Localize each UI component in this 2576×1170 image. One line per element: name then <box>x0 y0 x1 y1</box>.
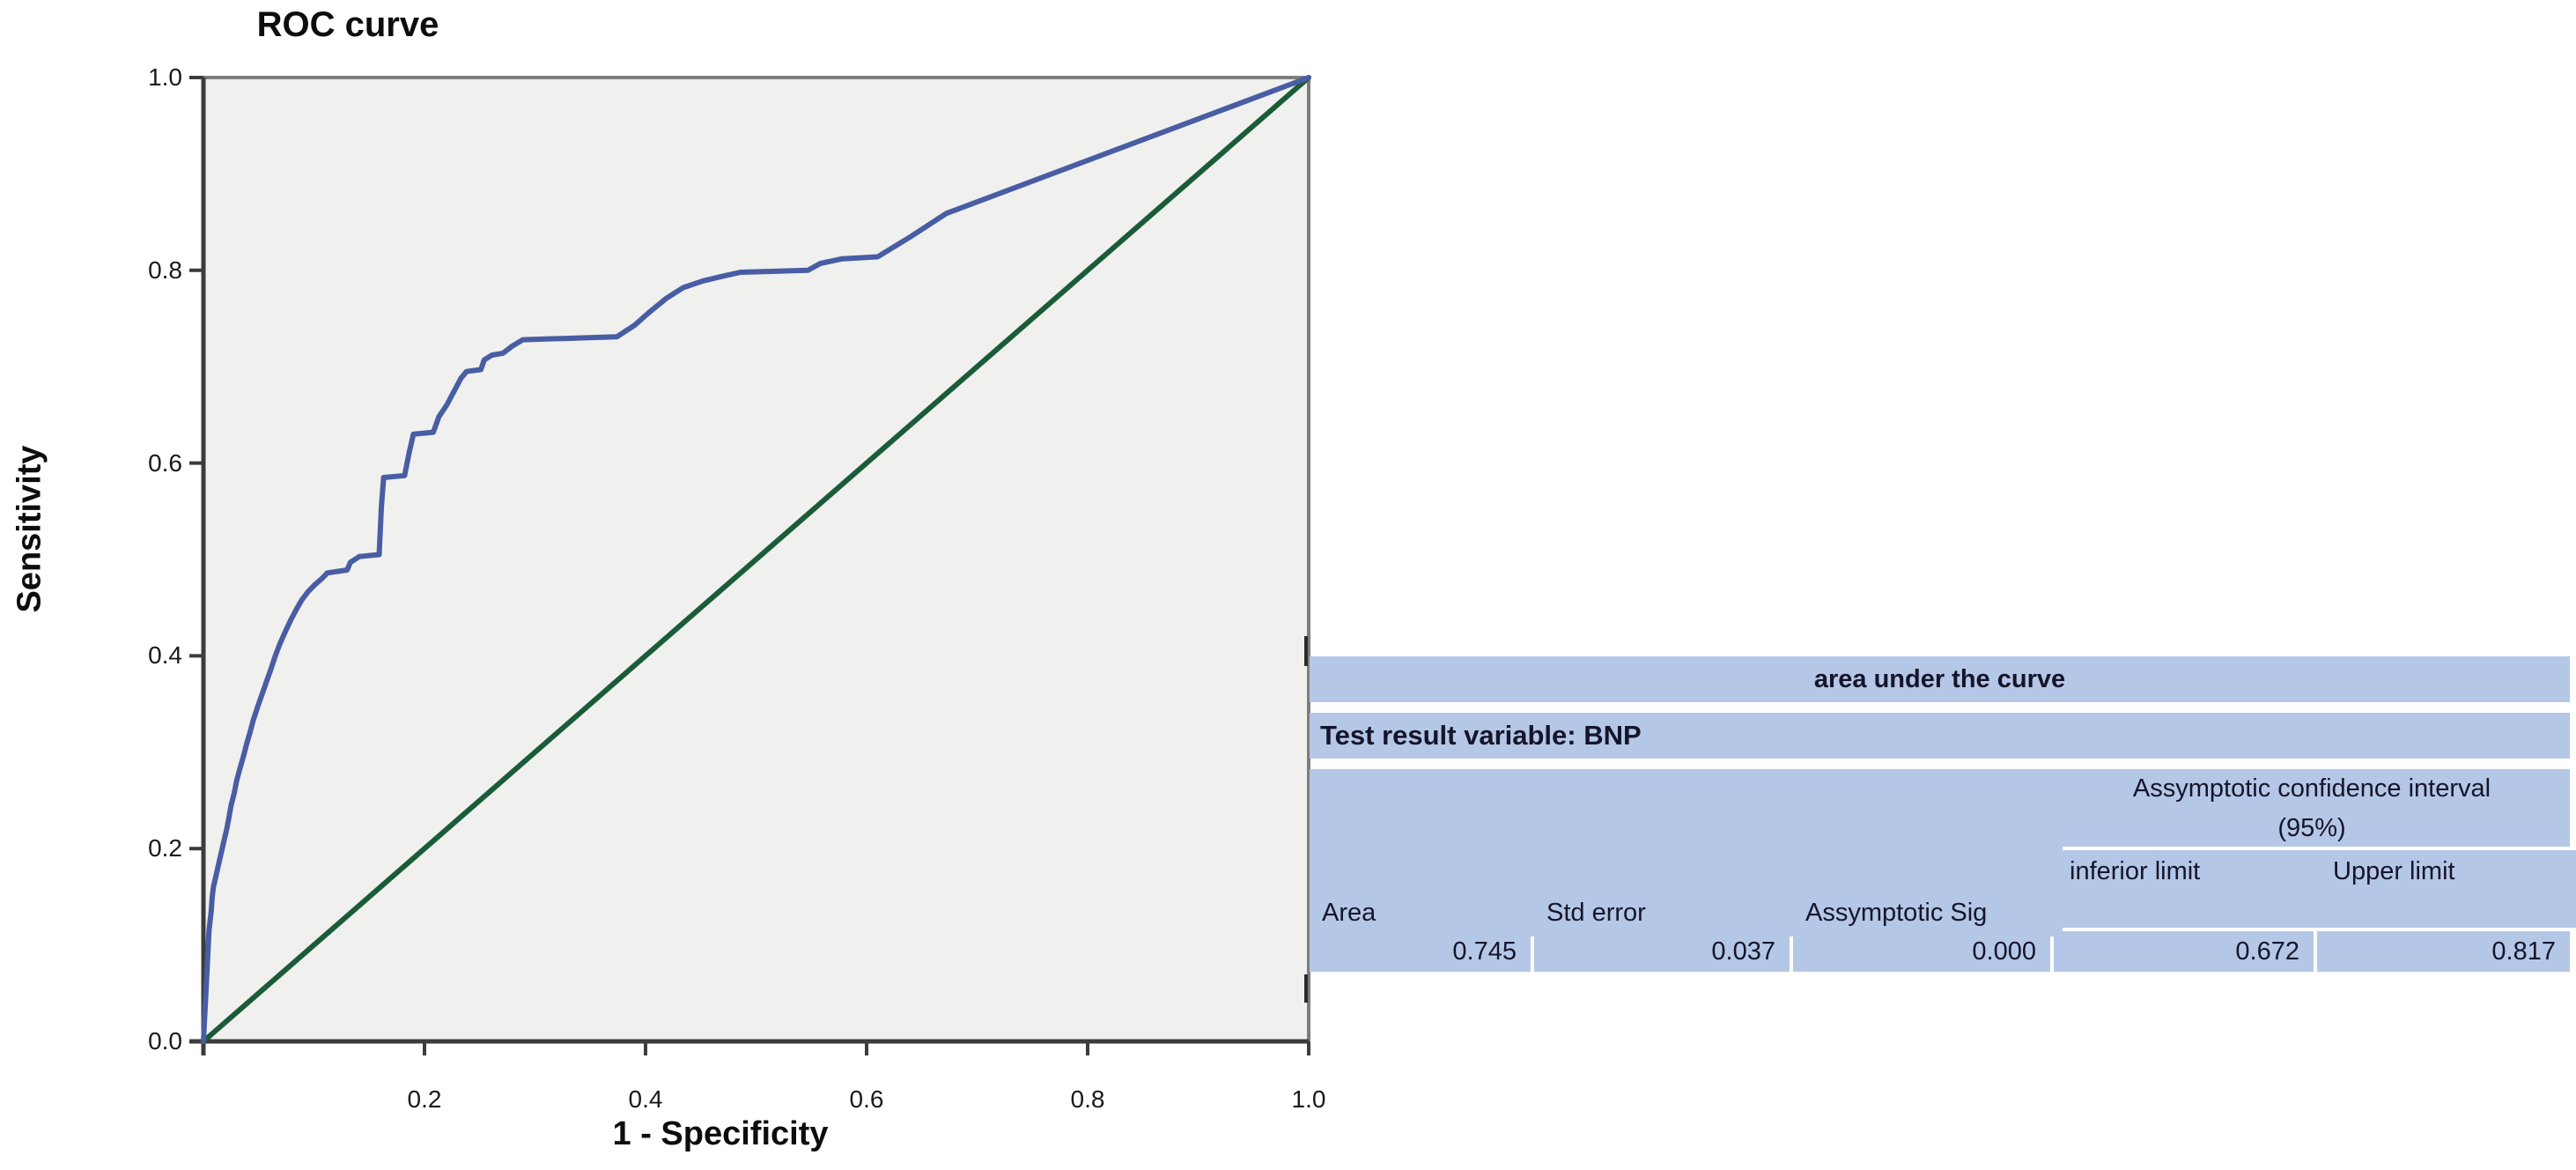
col-header-confidence-interval: Assymptotic confidence interval (95%) <box>2054 769 2570 847</box>
value-area: 0.745 <box>1310 931 1531 972</box>
col-header-inferior-limit: inferior limit <box>2054 850 2329 928</box>
y-tick-label: 0.8 <box>148 255 182 284</box>
col-header-std-error-label: Std error <box>1546 899 1646 927</box>
chart-title: ROC curve <box>256 5 439 44</box>
y-tick-label: 0.0 <box>148 1027 182 1055</box>
value-asymptotic-sig: 0.000 <box>1793 931 2050 972</box>
inferior-limit-label: inferior limit <box>2070 857 2201 885</box>
col-header-asymptotic-sig-label: Assymptotic Sig <box>1805 899 1988 927</box>
x-tick-label: 0.8 <box>1070 1085 1105 1113</box>
table-title: area under the curve <box>1813 664 2066 693</box>
table-subtitle-cell: Test result variable: BNP <box>1310 713 2570 759</box>
table-subtitle: Test result variable: BNP <box>1320 720 1642 751</box>
value-asymptotic-sig-text: 0.000 <box>1972 937 2036 966</box>
value-std-error-text: 0.037 <box>1711 937 1775 966</box>
table-title-cell: area under the curve <box>1310 656 2570 702</box>
col-header-area: Area <box>1310 769 1543 937</box>
y-tick-label: 1.0 <box>148 63 182 91</box>
y-tick-label: 0.2 <box>148 834 182 863</box>
stray-mark-top <box>1304 636 1308 666</box>
col-header-area-label: Area <box>1322 899 1377 927</box>
value-upper-limit: 0.817 <box>2317 931 2570 972</box>
y-tick-label: 0.6 <box>148 448 182 477</box>
x-axis-label: 1 - Specificity <box>612 1115 829 1152</box>
col-header-std-error: Std error <box>1534 769 1802 937</box>
ci-header-line2: (95%) <box>2277 814 2346 842</box>
x-tick-label: 0.4 <box>628 1085 663 1113</box>
col-header-upper-limit: Upper limit <box>2317 850 2576 928</box>
col-header-asymptotic-sig: Assymptotic Sig <box>1793 769 2063 937</box>
value-area-text: 0.745 <box>1452 937 1517 966</box>
chart-tick-labels: 0.0 0.2 0.4 0.6 0.8 1.0 0.2 0.4 0.6 0.8 1.0 <box>148 63 1326 1113</box>
stray-mark-bottom <box>1304 974 1308 1003</box>
x-tick-label: 0.6 <box>849 1085 884 1113</box>
upper-limit-label: Upper limit <box>2333 857 2455 885</box>
value-upper-limit-text: 0.817 <box>2491 937 2556 966</box>
x-tick-label: 0.2 <box>407 1085 442 1113</box>
reference-line <box>201 75 1311 1044</box>
value-std-error: 0.037 <box>1534 931 1790 972</box>
y-tick-label: 0.4 <box>148 641 182 670</box>
x-tick-label: 1.0 <box>1291 1085 1326 1113</box>
ci-header-line1: Assymptotic confidence interval <box>2132 774 2491 803</box>
value-inferior-limit: 0.672 <box>2054 931 2314 972</box>
roc-curve-line <box>201 75 1311 1044</box>
auc-table: area under the curve Test result variabl… <box>1310 656 2576 974</box>
value-inferior-limit-text: 0.672 <box>2235 937 2299 966</box>
